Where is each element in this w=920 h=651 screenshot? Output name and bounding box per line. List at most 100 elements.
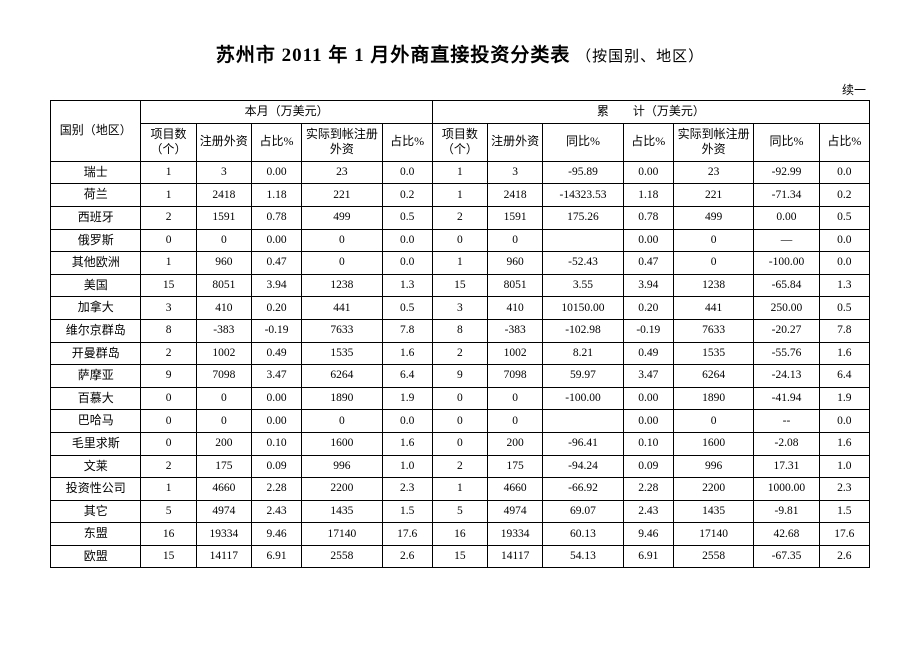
cell-value: 16: [141, 523, 196, 546]
cell-region: 毛里求斯: [51, 432, 141, 455]
cell-value: 996: [302, 455, 382, 478]
cell-value: 15: [141, 274, 196, 297]
cell-value: 1435: [302, 500, 382, 523]
cell-value: 15: [141, 545, 196, 568]
cell-value: -92.99: [754, 161, 819, 184]
cell-value: 0: [432, 432, 487, 455]
cell-value: 6.4: [819, 365, 869, 388]
cell-value: 9: [141, 365, 196, 388]
cell-value: 1.3: [819, 274, 869, 297]
cell-value: 1: [141, 478, 196, 501]
cell-value: 0: [141, 229, 196, 252]
cell-value: 3.47: [623, 365, 673, 388]
cell-value: 6.91: [251, 545, 301, 568]
cell-value: 1.0: [382, 455, 432, 478]
cell-region: 其他欧洲: [51, 252, 141, 275]
cell-value: 175.26: [543, 206, 623, 229]
cell-value: 0: [141, 387, 196, 410]
cell-value: 23: [673, 161, 753, 184]
col-header: 注册外资: [488, 123, 543, 161]
cell-region: 其它: [51, 500, 141, 523]
cell-value: 0.09: [251, 455, 301, 478]
cell-value: 3: [141, 297, 196, 320]
cell-value: -100.00: [754, 252, 819, 275]
cell-value: 2.28: [623, 478, 673, 501]
cell-value: 0.2: [819, 184, 869, 207]
cell-value: 441: [302, 297, 382, 320]
header-row-1: 国别（地区） 本月（万美元） 累 计（万美元）: [51, 101, 870, 124]
cell-value: 14117: [488, 545, 543, 568]
cell-value: -66.92: [543, 478, 623, 501]
cell-value: 1.9: [819, 387, 869, 410]
cell-value: 1.6: [819, 432, 869, 455]
cell-value: 0.47: [251, 252, 301, 275]
cell-value: -2.08: [754, 432, 819, 455]
cell-value: 3: [488, 161, 543, 184]
cell-value: -383: [196, 319, 251, 342]
cell-value: 0.10: [623, 432, 673, 455]
cell-value: [543, 229, 623, 252]
cell-region: 巴哈马: [51, 410, 141, 433]
cell-value: 0.49: [251, 342, 301, 365]
cell-value: 23: [302, 161, 382, 184]
cell-value: 2: [141, 342, 196, 365]
cell-value: 3: [432, 297, 487, 320]
cell-value: -102.98: [543, 319, 623, 342]
cell-value: 1: [141, 161, 196, 184]
cell-value: 19334: [488, 523, 543, 546]
continuation-label: 续一: [50, 81, 870, 98]
table-row: 开曼群岛210020.4915351.6210028.210.491535-55…: [51, 342, 870, 365]
cell-value: 3: [196, 161, 251, 184]
cell-value: 410: [488, 297, 543, 320]
cell-value: 1002: [196, 342, 251, 365]
cell-value: 17.6: [819, 523, 869, 546]
cell-value: -41.94: [754, 387, 819, 410]
cell-value: -94.24: [543, 455, 623, 478]
cell-value: -65.84: [754, 274, 819, 297]
cell-value: 0.00: [623, 161, 673, 184]
cell-value: 200: [196, 432, 251, 455]
cell-value: 54.13: [543, 545, 623, 568]
cell-value: 1890: [302, 387, 382, 410]
cell-value: 9.46: [251, 523, 301, 546]
cell-value: -96.41: [543, 432, 623, 455]
cell-region: 萨摩亚: [51, 365, 141, 388]
cell-value: 60.13: [543, 523, 623, 546]
cell-value: 1.6: [819, 342, 869, 365]
cell-value: 3.94: [251, 274, 301, 297]
cell-value: 0.20: [251, 297, 301, 320]
cell-value: 69.07: [543, 500, 623, 523]
cell-value: 1238: [673, 274, 753, 297]
header-row-2: 项目数（个）注册外资占比%实际到帐注册外资占比%项目数（个）注册外资同比%占比%…: [51, 123, 870, 161]
cell-value: 0: [196, 229, 251, 252]
cell-value: 1600: [302, 432, 382, 455]
cell-value: 2418: [488, 184, 543, 207]
cell-value: 8051: [488, 274, 543, 297]
cell-value: 0: [141, 410, 196, 433]
cell-value: 1.9: [382, 387, 432, 410]
cell-value: 1: [141, 252, 196, 275]
cell-value: 1.0: [819, 455, 869, 478]
table-row: 瑞士130.00230.013-95.890.0023-92.990.0: [51, 161, 870, 184]
cell-value: 15: [432, 545, 487, 568]
cell-value: 7633: [673, 319, 753, 342]
cell-value: —: [754, 229, 819, 252]
cell-value: 175: [196, 455, 251, 478]
cell-value: 17.31: [754, 455, 819, 478]
cell-value: 410: [196, 297, 251, 320]
cell-value: 0.0: [382, 410, 432, 433]
table-row: 其它549742.4314351.55497469.072.431435-9.8…: [51, 500, 870, 523]
cell-value: 0.00: [623, 229, 673, 252]
cell-value: 0.0: [382, 161, 432, 184]
cell-value: 3.47: [251, 365, 301, 388]
cell-value: 2.6: [819, 545, 869, 568]
cell-region: 瑞士: [51, 161, 141, 184]
cell-value: 2: [432, 342, 487, 365]
cell-value: 1: [141, 184, 196, 207]
cell-value: 4974: [488, 500, 543, 523]
investment-table: 国别（地区） 本月（万美元） 累 计（万美元） 项目数（个）注册外资占比%实际到…: [50, 100, 870, 568]
cell-region: 百慕大: [51, 387, 141, 410]
cell-value: 0.00: [251, 387, 301, 410]
cell-value: 2.28: [251, 478, 301, 501]
cell-value: 0.5: [819, 206, 869, 229]
